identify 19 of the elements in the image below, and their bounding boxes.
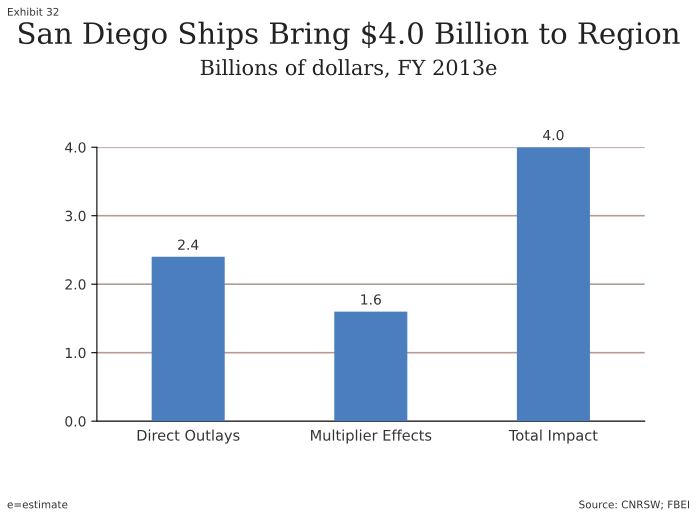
x-tick-label: Direct Outlays	[138, 430, 240, 444]
y-tick-label: 3.0	[65, 210, 86, 222]
bar	[516, 147, 590, 422]
bar	[152, 256, 225, 422]
x-tick-label: Multiplier Effects	[311, 430, 432, 444]
y-tick-label: 1.0	[66, 348, 86, 358]
data-label: 1.6	[361, 294, 381, 305]
data-label: 4.0	[543, 130, 564, 140]
chart-title: San Diego Ships Bring $4.0 Billion to Region	[18, 22, 680, 50]
y-tick-label: 4.0	[65, 142, 86, 153]
text: Exhibit 32	[8, 8, 58, 16]
bar	[334, 312, 408, 422]
source-note: Source: CNRSW; FBEI	[579, 500, 690, 510]
y-tick-label: 0.0	[65, 416, 86, 427]
x-tick-label: Total Impact	[508, 430, 598, 444]
chart-subtitle: Billions of dollars, FY 2013e	[200, 59, 496, 78]
y-tick-label: 2.0	[65, 279, 86, 290]
text: e=estimate	[8, 500, 68, 508]
data-label: 2.4	[178, 239, 198, 250]
